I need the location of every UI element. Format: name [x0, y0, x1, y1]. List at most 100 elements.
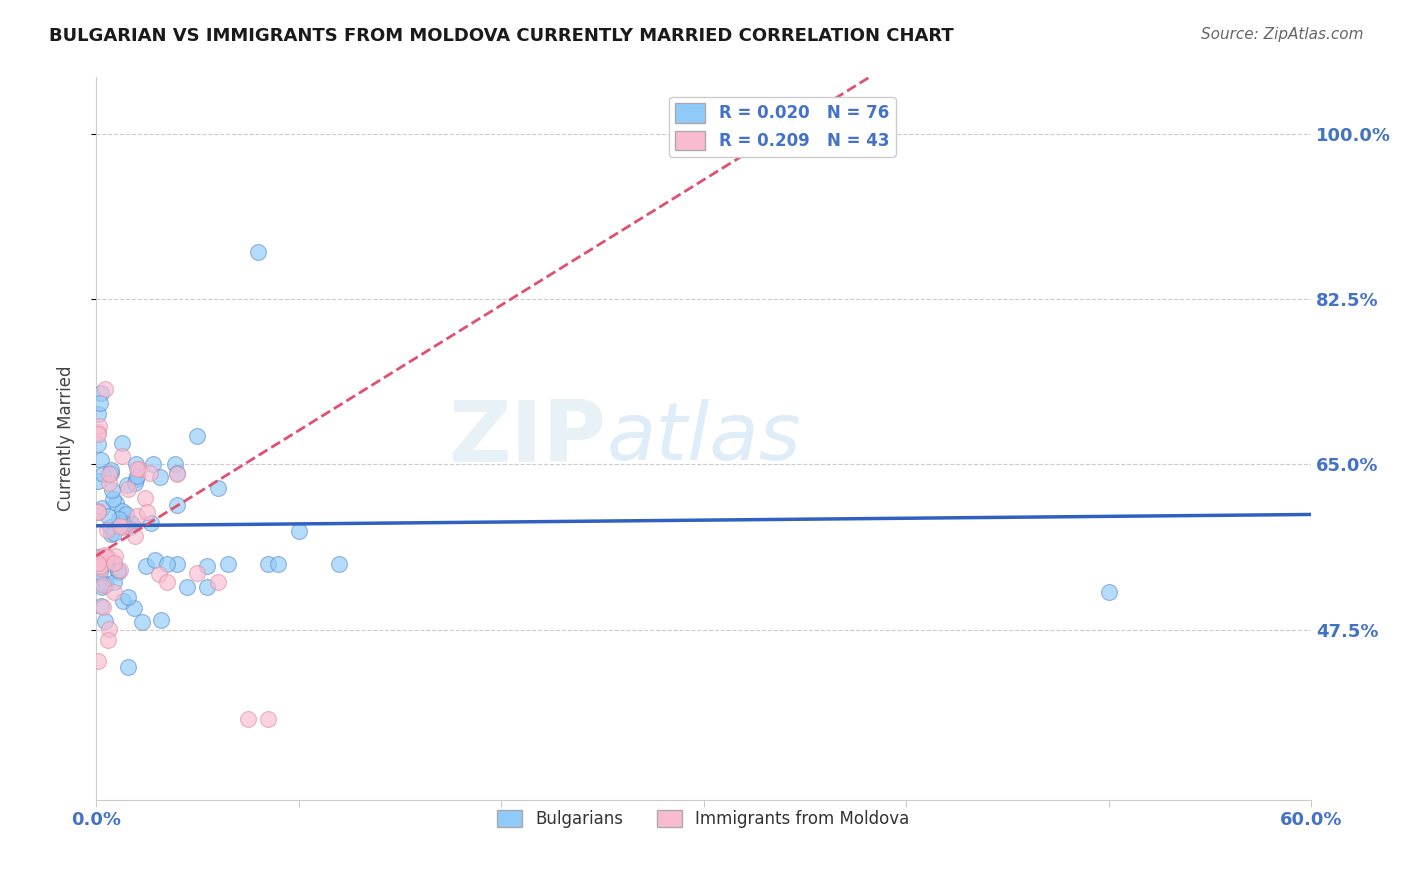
Point [89, 558, 111, 573]
Point [112, 593, 135, 607]
Point [118, 515, 141, 529]
Point [287, 524, 309, 538]
Point [125, 509, 148, 524]
Point [156, 557, 179, 571]
Point [87, 505, 110, 519]
Point [107, 563, 129, 577]
Point [101, 557, 124, 571]
Point [91, 578, 114, 592]
Point [111, 517, 134, 532]
Point [105, 495, 128, 509]
Point [93, 614, 115, 628]
Point [124, 529, 146, 543]
Point [89, 419, 111, 434]
Point [110, 516, 132, 530]
Point [94, 382, 117, 396]
Point [94, 549, 117, 564]
Point [117, 660, 139, 674]
Point [94, 577, 117, 591]
Point [87, 504, 110, 518]
Point [166, 467, 188, 481]
Legend: Bulgarians, Immigrants from Moldova: Bulgarians, Immigrants from Moldova [491, 803, 917, 835]
Point [217, 557, 239, 571]
Point [122, 600, 145, 615]
Point [89, 565, 111, 579]
Point [128, 462, 150, 476]
Point [89, 561, 111, 575]
Point [87, 427, 110, 442]
Point [166, 557, 188, 571]
Point [89, 396, 111, 410]
Text: ZIP: ZIP [449, 397, 606, 480]
Point [118, 519, 141, 533]
Point [100, 467, 122, 481]
Point [186, 429, 208, 443]
Point [207, 575, 229, 590]
Point [108, 519, 131, 533]
Point [87, 557, 110, 571]
Point [91, 467, 114, 481]
Point [125, 472, 148, 486]
Point [111, 436, 134, 450]
Point [186, 566, 208, 580]
Point [127, 468, 149, 483]
Point [117, 482, 139, 496]
Point [87, 505, 110, 519]
Point [93, 549, 115, 563]
Point [135, 559, 157, 574]
Point [156, 575, 179, 590]
Point [100, 527, 122, 541]
Point [124, 476, 146, 491]
Point [139, 467, 162, 481]
Point [107, 565, 129, 579]
Point [111, 503, 134, 517]
Point [90, 501, 112, 516]
Point [207, 481, 229, 495]
Point [142, 458, 165, 472]
Point [117, 519, 139, 533]
Point [90, 599, 112, 613]
Point [90, 453, 112, 467]
Point [267, 557, 290, 571]
Text: atlas: atlas [606, 400, 801, 477]
Point [98, 623, 121, 637]
Point [121, 516, 143, 531]
Point [96, 509, 118, 524]
Point [115, 508, 138, 522]
Text: Source: ZipAtlas.com: Source: ZipAtlas.com [1201, 27, 1364, 42]
Point [103, 525, 125, 540]
Point [166, 466, 188, 480]
Point [257, 557, 280, 571]
Point [247, 245, 270, 260]
Point [131, 615, 153, 629]
Point [87, 575, 110, 590]
Point [103, 575, 125, 590]
Point [87, 549, 110, 564]
Point [89, 552, 111, 566]
Point [94, 578, 117, 592]
Point [108, 563, 131, 577]
Point [148, 566, 170, 581]
Point [104, 549, 127, 564]
Point [197, 558, 219, 573]
Point [103, 585, 125, 599]
Point [87, 425, 110, 439]
Point [149, 470, 172, 484]
Point [101, 483, 124, 497]
Point [96, 523, 118, 537]
Point [97, 632, 120, 647]
Point [103, 556, 125, 570]
Point [98, 467, 121, 482]
Point [96, 550, 118, 565]
Point [125, 462, 148, 476]
Point [91, 580, 114, 594]
Point [98, 520, 121, 534]
Point [111, 520, 134, 534]
Point [328, 557, 350, 571]
Point [176, 580, 198, 594]
Point [87, 437, 110, 451]
Point [134, 491, 156, 505]
Point [135, 505, 157, 519]
Point [110, 450, 132, 464]
Point [87, 654, 110, 668]
